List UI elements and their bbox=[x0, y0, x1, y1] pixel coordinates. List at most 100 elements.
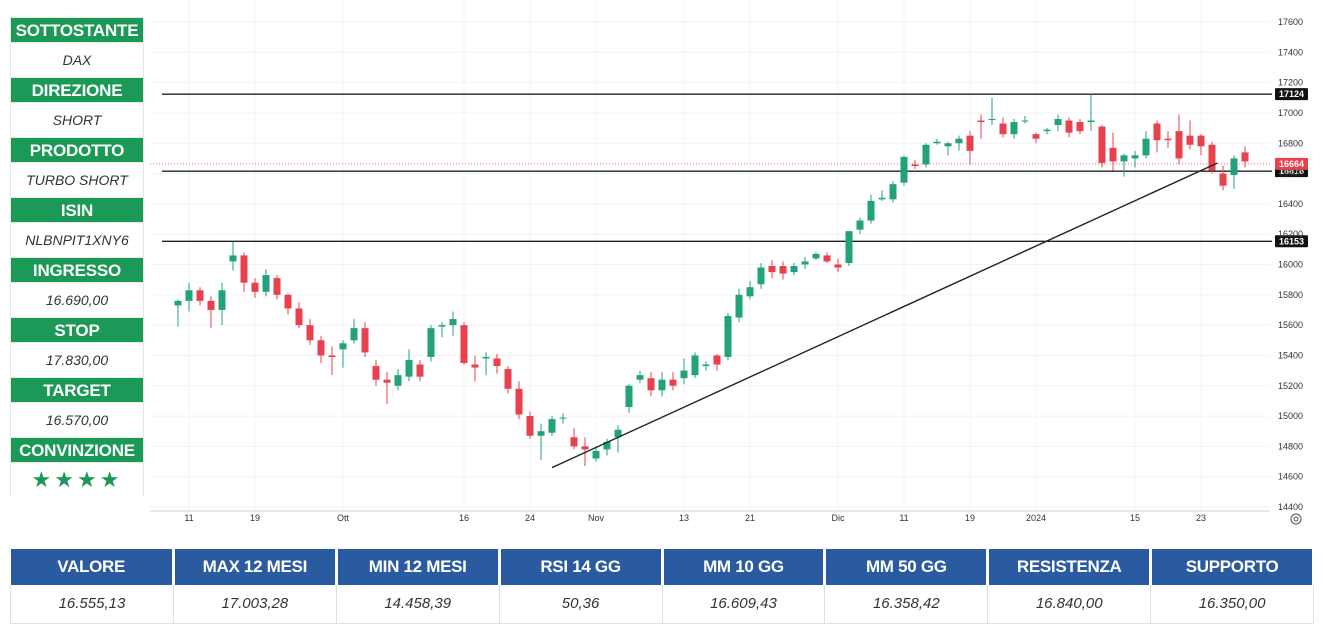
stats-header-cell: RSI 14 GG bbox=[499, 549, 664, 585]
candle-body bbox=[515, 388, 523, 415]
sidebar-value: DAX bbox=[10, 43, 144, 77]
candle-body bbox=[438, 325, 446, 327]
candle-body bbox=[548, 419, 556, 433]
sidebar-label: TARGET bbox=[10, 377, 144, 403]
candle bbox=[449, 311, 457, 336]
x-tick-label: 11 bbox=[184, 513, 193, 523]
trendline-group bbox=[551, 162, 1218, 469]
horizontal-levels: 17124 16616 16153 16664 bbox=[150, 88, 1308, 248]
candle-body bbox=[647, 378, 655, 391]
stats-value-cell: 16.609,43 bbox=[662, 585, 826, 624]
candle bbox=[515, 381, 523, 420]
candle bbox=[570, 428, 578, 450]
candle bbox=[603, 438, 611, 456]
candle bbox=[647, 372, 655, 397]
stats-header-cell: MM 10 GG bbox=[662, 549, 827, 585]
candle bbox=[680, 358, 688, 385]
sidebar-value: 16.690,00 bbox=[10, 283, 144, 317]
candle-body bbox=[889, 184, 897, 200]
y-tick-label: 16400 bbox=[1278, 199, 1303, 209]
stats-value-cell: 14.458,39 bbox=[336, 585, 500, 624]
candle bbox=[350, 319, 358, 344]
y-tick-label: 17000 bbox=[1278, 108, 1303, 118]
candle bbox=[493, 353, 501, 374]
trendline bbox=[551, 162, 1218, 469]
stats-value-cell: 16.358,42 bbox=[824, 585, 989, 624]
stats-value-cell: 16.350,00 bbox=[1150, 585, 1314, 624]
stats-header-cell: MIN 12 MESI bbox=[336, 549, 501, 585]
candle-body bbox=[636, 375, 644, 380]
y-tick-label: 16600 bbox=[1278, 169, 1303, 179]
candle-body bbox=[1098, 126, 1106, 163]
current-price-label: 16664 bbox=[1279, 159, 1304, 169]
y-tick-label: 15400 bbox=[1278, 350, 1303, 360]
candle-body bbox=[306, 325, 314, 341]
x-axis: 11 19 Ott 16 24 Nov 13 21 Dic 11 19 2024 15 23 bbox=[184, 513, 1206, 523]
settings-icon[interactable] bbox=[1290, 513, 1302, 525]
candle bbox=[372, 359, 380, 386]
candle-body bbox=[801, 261, 809, 265]
candle-body bbox=[845, 231, 853, 263]
candle-body bbox=[174, 300, 182, 306]
candle-body bbox=[1087, 120, 1095, 123]
candle bbox=[1197, 134, 1205, 156]
candle bbox=[1043, 128, 1051, 135]
candle-body bbox=[240, 255, 248, 283]
candle-body bbox=[394, 375, 402, 386]
candle-body bbox=[658, 379, 666, 391]
conviction-stars: ★★★★ bbox=[10, 463, 144, 497]
stats-header-cell: RESISTENZA bbox=[987, 549, 1153, 585]
candle-body bbox=[1208, 144, 1216, 171]
y-tick-label: 15200 bbox=[1278, 381, 1303, 391]
y-tick-label: 16000 bbox=[1278, 260, 1303, 270]
candle bbox=[460, 322, 468, 365]
candle bbox=[1065, 117, 1073, 138]
stats-header-cell: SUPPORTO bbox=[1150, 549, 1315, 585]
y-tick-label: 16200 bbox=[1278, 229, 1303, 239]
x-tick-label: 15 bbox=[1130, 513, 1140, 523]
candle-body bbox=[713, 355, 721, 365]
candlestick-chart: 17124 16616 16153 16664 17600 17400 17200 1700… bbox=[150, 0, 1320, 540]
candle-body bbox=[1043, 129, 1051, 132]
candle-body bbox=[1032, 134, 1040, 139]
candle bbox=[955, 135, 963, 151]
candle bbox=[581, 437, 589, 467]
sidebar-value: 17.830,00 bbox=[10, 343, 144, 377]
candle bbox=[438, 322, 446, 338]
candle bbox=[262, 269, 270, 297]
candle-body bbox=[372, 366, 380, 380]
candle-body bbox=[779, 266, 787, 274]
y-tick-label: 14800 bbox=[1278, 441, 1303, 451]
candle-body bbox=[812, 253, 820, 259]
candle bbox=[251, 278, 259, 298]
sidebar-label: SOTTOSTANTE bbox=[10, 17, 144, 43]
candle bbox=[790, 262, 798, 276]
sidebar-value: NLBNPIT1XNY6 bbox=[10, 223, 144, 257]
candle bbox=[757, 262, 765, 289]
candle bbox=[977, 114, 985, 139]
candle-body bbox=[273, 278, 281, 295]
candle bbox=[504, 366, 512, 394]
candle bbox=[1241, 146, 1249, 168]
candle-body bbox=[680, 370, 688, 379]
sidebar-value: 16.570,00 bbox=[10, 403, 144, 437]
stats-header-cell: MAX 12 MESI bbox=[173, 549, 338, 585]
candle-body bbox=[911, 164, 919, 166]
candle bbox=[416, 359, 424, 382]
candle bbox=[339, 340, 347, 368]
candle bbox=[1164, 131, 1172, 148]
candle-body bbox=[900, 156, 908, 183]
candle-body bbox=[262, 275, 270, 292]
candle bbox=[1120, 153, 1128, 177]
candle-body bbox=[185, 290, 193, 301]
candle bbox=[482, 352, 490, 376]
candle-body bbox=[1197, 135, 1205, 147]
candle-body bbox=[581, 446, 589, 450]
candle bbox=[1219, 165, 1227, 191]
candle-body bbox=[1054, 119, 1062, 126]
candle-body bbox=[317, 340, 325, 356]
sidebar-label: STOP bbox=[10, 317, 144, 343]
candle bbox=[867, 194, 875, 224]
candle-body bbox=[196, 290, 204, 301]
candle bbox=[196, 287, 204, 306]
